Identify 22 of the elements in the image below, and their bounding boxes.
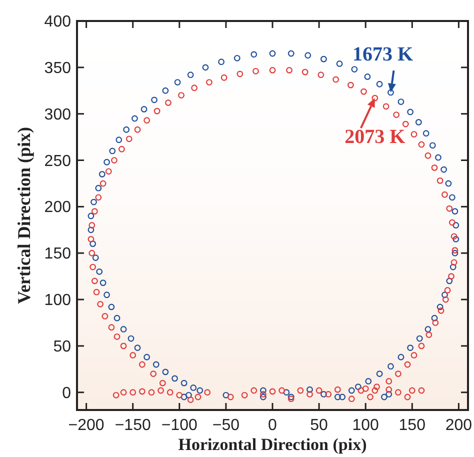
y-tick-label: 300 (44, 106, 72, 124)
x-tick-label: 200 (445, 417, 472, 434)
annotation: 2073 K (344, 126, 406, 148)
x-tick-label: 100 (352, 417, 380, 434)
y-tick-label: 250 (44, 152, 72, 170)
x-tick-label: 0 (268, 417, 278, 434)
x-tick-label: −150 (114, 417, 151, 434)
x-tick-label: −200 (68, 417, 104, 434)
annotation: 1673 K (352, 43, 414, 66)
y-tick-label: 400 (44, 14, 72, 30)
y-tick-label: 0 (62, 384, 72, 402)
x-tick-label: 50 (310, 417, 328, 434)
x-tick-label: −100 (161, 417, 198, 434)
y-tick-label: 350 (44, 60, 72, 77)
y-tick-label: 100 (44, 292, 72, 310)
y-tick-label: 150 (44, 246, 72, 263)
x-axis-title: Horizontal Direction (pix) (178, 435, 367, 454)
x-tick-label: 150 (398, 417, 426, 434)
y-tick-label: 200 (44, 199, 72, 216)
y-axis-title: Vertical Direction (pix) (14, 127, 34, 304)
y-tick-label: 50 (53, 338, 72, 356)
x-tick-label: −50 (212, 417, 240, 434)
